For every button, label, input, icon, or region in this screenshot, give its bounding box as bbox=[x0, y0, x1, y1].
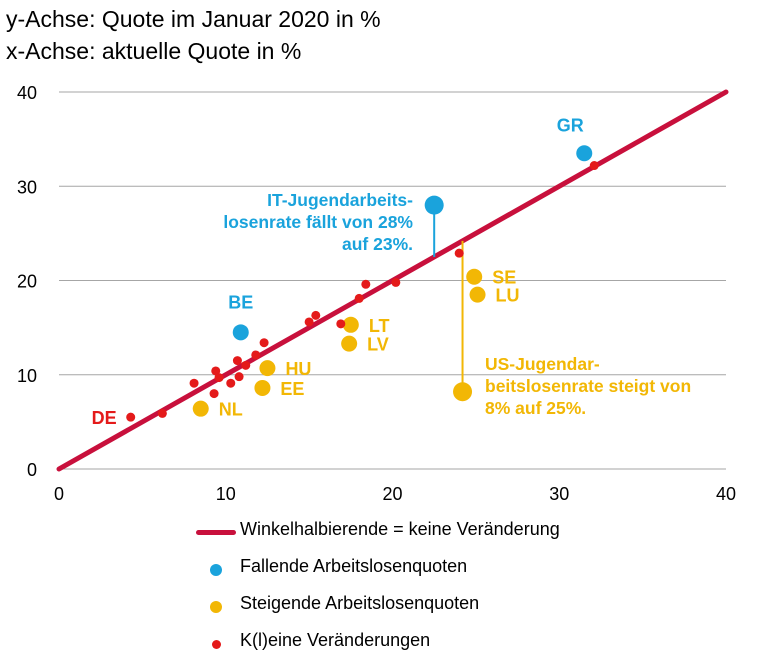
point-label: DE bbox=[92, 408, 117, 428]
legend-falling-swatch bbox=[210, 564, 222, 576]
annotation-text: auf 23%. bbox=[342, 234, 413, 254]
unchanged-point bbox=[391, 277, 401, 287]
rising-point bbox=[453, 382, 473, 402]
point-label: GR bbox=[557, 115, 584, 135]
x-tick-label: 0 bbox=[54, 484, 64, 500]
y-tick-label: 30 bbox=[17, 177, 37, 197]
rising-point bbox=[254, 379, 271, 396]
legend-unchanged-label: K(l)eine Veränderungen bbox=[240, 630, 431, 650]
annotation-text: beitslosenrate steigt von bbox=[485, 376, 691, 396]
legend-diagonal-label: Winkelhalbierende = keine Veränderung bbox=[240, 519, 560, 539]
unchanged-point bbox=[209, 389, 219, 399]
point-label: NL bbox=[219, 400, 243, 420]
legend-rising-label: Steigende Arbeitslosenquoten bbox=[240, 593, 480, 613]
unchanged-point bbox=[157, 408, 167, 418]
unchanged-point bbox=[214, 373, 224, 383]
falling-point bbox=[424, 195, 444, 215]
x-axis-note: x-Achse: aktuelle Quote in % bbox=[6, 38, 302, 64]
point-label: LT bbox=[369, 316, 390, 336]
unchanged-point bbox=[354, 293, 364, 303]
annotation-text: losenrate fällt von 28% bbox=[223, 212, 413, 232]
annotation-text: 8% auf 25%. bbox=[485, 398, 586, 418]
falling-point bbox=[232, 324, 249, 341]
unchanged-point bbox=[259, 338, 269, 348]
point-label: EE bbox=[280, 379, 304, 399]
x-tick-label: 40 bbox=[716, 484, 736, 500]
legend-falling-label: Fallende Arbeitslosenquoten bbox=[240, 556, 468, 576]
annotation-text: US-Jugendar- bbox=[485, 354, 600, 374]
rising-point bbox=[469, 286, 486, 303]
falling-point bbox=[576, 145, 593, 162]
point-label: HU bbox=[285, 359, 311, 379]
x-tick-label: 10 bbox=[216, 484, 236, 500]
y-axis-note: y-Achse: Quote im Januar 2020 in % bbox=[6, 6, 381, 32]
x-tick-label: 30 bbox=[549, 484, 569, 500]
point-label: BE bbox=[228, 292, 253, 312]
unchanged-point bbox=[232, 356, 242, 366]
y-tick-label: 40 bbox=[17, 83, 37, 103]
unchanged-point bbox=[241, 360, 251, 370]
unchanged-point bbox=[226, 378, 236, 388]
unchanged-point bbox=[251, 350, 261, 360]
point-label: SE bbox=[492, 268, 516, 288]
y-tick-label: 20 bbox=[17, 272, 37, 292]
point-label: LU bbox=[496, 286, 520, 306]
point-label: LV bbox=[367, 335, 389, 355]
rising-point bbox=[341, 335, 358, 352]
unchanged-point bbox=[311, 310, 321, 320]
annotation-text: IT-Jugendarbeits- bbox=[267, 190, 413, 210]
unchanged-point bbox=[361, 279, 371, 289]
unchanged-point bbox=[189, 378, 199, 388]
unchanged-point bbox=[589, 161, 599, 171]
x-tick-label: 20 bbox=[382, 484, 402, 500]
legend-unchanged-swatch bbox=[211, 639, 221, 649]
rising-point bbox=[192, 400, 209, 417]
unchanged-point bbox=[234, 372, 244, 382]
legend-rising-swatch bbox=[210, 601, 222, 613]
unchanged-point bbox=[336, 319, 346, 329]
y-tick-label: 0 bbox=[27, 460, 37, 480]
rising-point bbox=[259, 360, 276, 377]
rising-point bbox=[342, 316, 359, 333]
rising-point bbox=[466, 268, 483, 285]
unchanged-point bbox=[126, 412, 136, 422]
legend-diagonal-swatch bbox=[196, 530, 236, 535]
y-tick-label: 10 bbox=[17, 366, 37, 386]
unchanged-point bbox=[454, 248, 464, 258]
unchanged-point bbox=[304, 317, 314, 327]
